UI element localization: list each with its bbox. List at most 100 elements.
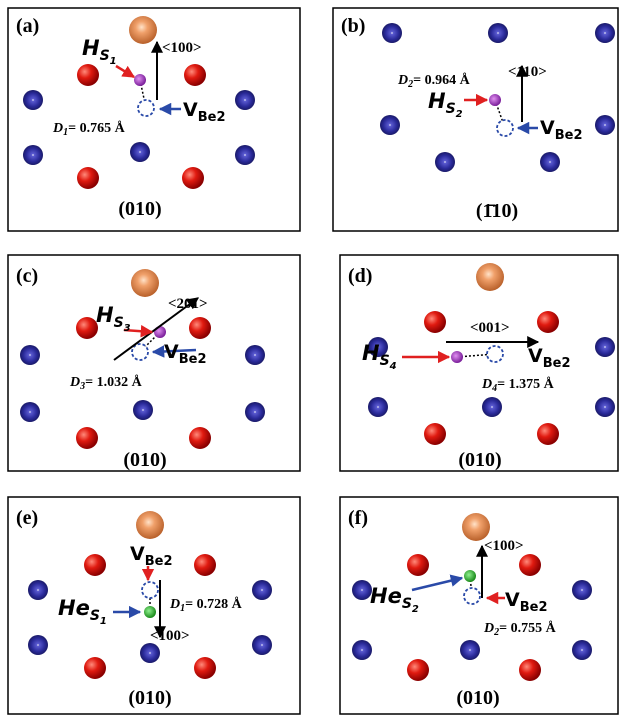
red-atom xyxy=(407,554,429,576)
blue-atom xyxy=(572,640,592,660)
distance-symbol: D xyxy=(169,597,180,612)
red-atom xyxy=(189,427,211,449)
vacancy xyxy=(131,343,149,361)
blue-atom xyxy=(28,580,48,600)
distance-index: 1 xyxy=(63,127,68,138)
vacancy xyxy=(463,587,481,605)
vacancy-sub: Be2 xyxy=(198,110,226,125)
vacancy xyxy=(496,119,514,137)
distance-value: = 0.755 Å xyxy=(499,620,556,636)
plane-label: (010) xyxy=(118,198,161,220)
distance-label: D3= 1.032 Å xyxy=(69,374,143,392)
blue-atom xyxy=(252,635,272,655)
red-atom xyxy=(424,311,446,333)
red-atom xyxy=(184,64,206,86)
pointer-arrow xyxy=(123,324,154,338)
distance-index: 1 xyxy=(180,603,185,614)
vacancy-symbol: V xyxy=(540,117,555,139)
pointer-arrow xyxy=(115,64,136,79)
direction-label: <001> xyxy=(470,320,510,336)
solute-atom xyxy=(464,570,476,582)
panel-frame xyxy=(332,7,619,232)
red-atom xyxy=(537,311,559,333)
blue-atom xyxy=(245,345,265,365)
direction-label: <100> xyxy=(150,628,190,644)
atom-symbol: H xyxy=(96,303,114,327)
atom-sub: S xyxy=(100,48,110,64)
blue-atom xyxy=(380,115,400,135)
red-atom xyxy=(424,423,446,445)
atom-index: 1 xyxy=(100,616,107,627)
large-atom xyxy=(131,269,159,297)
distance-index: 4 xyxy=(491,383,497,394)
blue-atom xyxy=(235,145,255,165)
large-atom xyxy=(129,16,157,44)
distance-symbol: D xyxy=(69,375,80,390)
atom-sub: S xyxy=(114,315,124,331)
red-atom xyxy=(76,317,98,339)
atom-symbol: H xyxy=(428,89,446,113)
distance-index: 3 xyxy=(79,381,85,392)
atom-sub: S xyxy=(380,353,390,369)
blue-atom xyxy=(482,397,502,417)
atom-label: HeS2 xyxy=(370,584,419,615)
distance-value: = 1.375 Å xyxy=(497,376,554,392)
vacancy-symbol: V xyxy=(164,341,179,363)
panel-frame xyxy=(339,496,619,715)
panel-frame xyxy=(339,254,619,472)
distance-label: D1= 0.728 Å xyxy=(169,596,243,614)
distance-value: = 0.964 Å xyxy=(413,72,470,88)
large-atom xyxy=(476,263,504,291)
atom-label: HS2 xyxy=(428,89,463,120)
red-atom xyxy=(77,64,99,86)
plane-label: (010) xyxy=(128,687,171,709)
large-atom xyxy=(136,511,164,539)
blue-atom xyxy=(235,90,255,110)
blue-atom xyxy=(130,142,150,162)
distance-symbol: D xyxy=(481,377,492,392)
direction-label: <201> xyxy=(168,296,208,312)
atom-symbol: H xyxy=(82,36,100,60)
blue-atom xyxy=(540,152,560,172)
red-atom xyxy=(519,659,541,681)
vacancy-sub: Be2 xyxy=(520,600,548,615)
blue-atom xyxy=(435,152,455,172)
panel-label: (e) xyxy=(16,507,38,529)
panel-frame xyxy=(7,496,301,715)
atom-sub: S xyxy=(90,608,100,624)
distance-index: 2 xyxy=(407,79,413,90)
blue-atom xyxy=(140,643,160,663)
panel-frame xyxy=(7,7,301,232)
distance-index: 2 xyxy=(493,627,499,638)
distance-label: D1= 0.765 Å xyxy=(52,120,126,138)
blue-atom xyxy=(595,115,615,135)
distance-symbol: D xyxy=(52,121,63,136)
distance-label: D4= 1.375 Å xyxy=(481,376,555,394)
large-atom xyxy=(462,513,490,541)
vacancy-sub: Be2 xyxy=(555,128,583,143)
blue-atom xyxy=(595,337,615,357)
pointer-arrow xyxy=(411,574,464,592)
vacancy-symbol: V xyxy=(130,543,145,565)
distance-value: = 0.728 Å xyxy=(185,596,242,612)
vacancy-label: VBe2 xyxy=(183,99,226,125)
red-atom xyxy=(537,423,559,445)
panel-label: (a) xyxy=(16,15,39,37)
solute-atom xyxy=(154,326,166,338)
distance-value: = 1.032 Å xyxy=(85,374,142,390)
atom-symbol: He xyxy=(58,596,90,620)
vacancy-symbol: V xyxy=(505,589,520,611)
plane-label: (010) xyxy=(123,449,166,471)
pointer-arrow xyxy=(151,345,197,358)
blue-atom xyxy=(23,145,43,165)
atom-index: 4 xyxy=(389,361,397,372)
atom-index: 3 xyxy=(124,323,131,334)
solute-atom xyxy=(451,351,463,363)
solute-atom xyxy=(489,94,501,106)
